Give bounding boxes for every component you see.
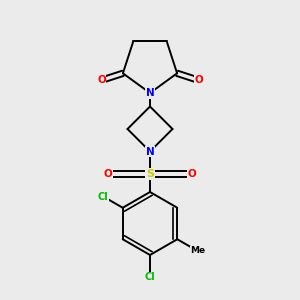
- Text: O: O: [188, 169, 196, 179]
- Text: O: O: [194, 75, 203, 85]
- Text: Cl: Cl: [98, 191, 109, 202]
- Text: Me: Me: [190, 247, 205, 255]
- Text: S: S: [146, 169, 154, 179]
- Text: N: N: [146, 146, 154, 157]
- Text: O: O: [97, 75, 106, 85]
- Text: Cl: Cl: [145, 272, 155, 283]
- Text: O: O: [103, 169, 112, 179]
- Text: N: N: [146, 88, 154, 98]
